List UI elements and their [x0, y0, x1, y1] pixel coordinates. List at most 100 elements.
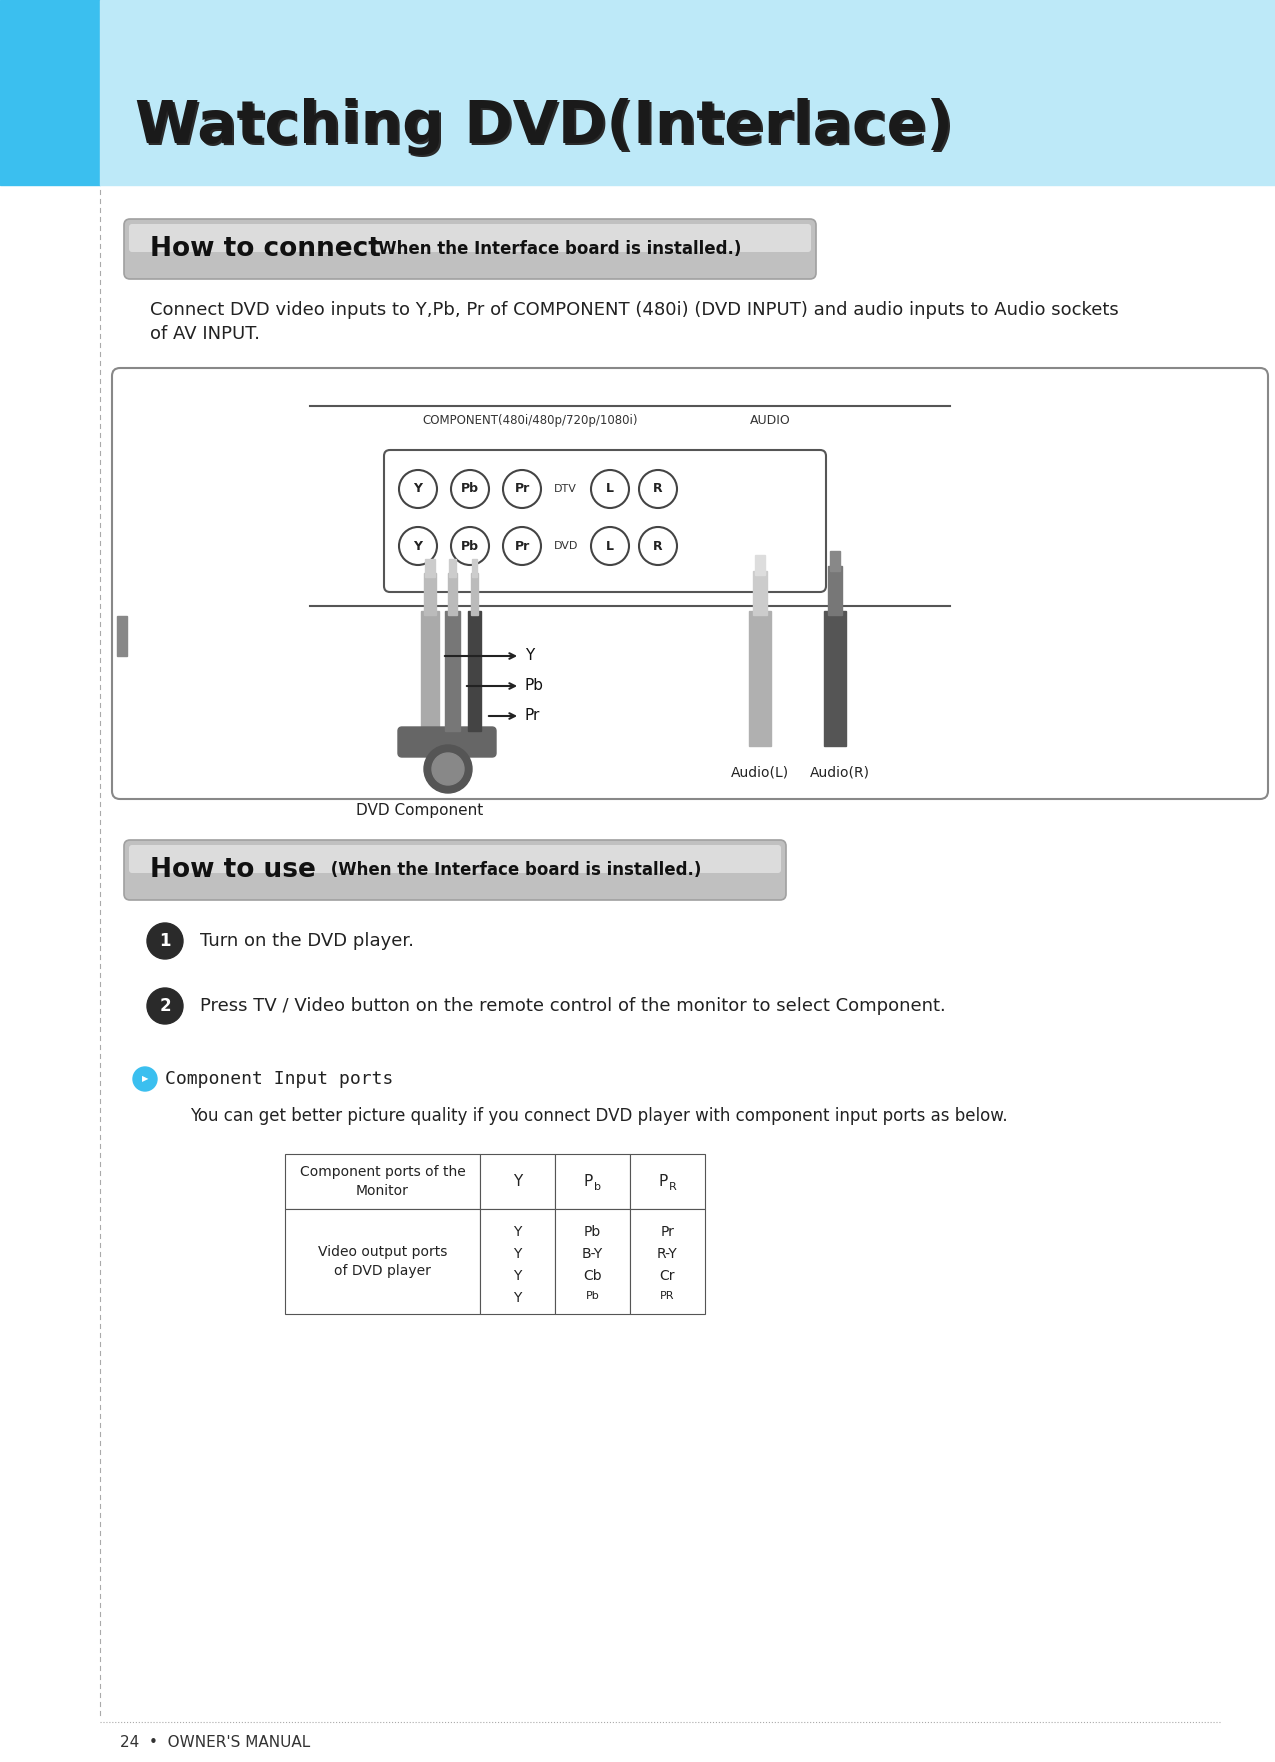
FancyBboxPatch shape — [398, 728, 496, 758]
Circle shape — [504, 470, 541, 507]
Bar — [555, 1154, 630, 1209]
Text: You can get better picture quality if you connect DVD player with component inpu: You can get better picture quality if yo… — [190, 1107, 1007, 1124]
Text: R-Y: R-Y — [657, 1247, 678, 1262]
Text: Pr: Pr — [514, 483, 529, 495]
Text: of AV INPUT.: of AV INPUT. — [150, 324, 260, 344]
Circle shape — [432, 752, 464, 786]
FancyBboxPatch shape — [129, 846, 782, 872]
Text: 24  •  OWNER'S MANUAL: 24 • OWNER'S MANUAL — [120, 1736, 310, 1750]
Text: Pb: Pb — [462, 483, 479, 495]
Circle shape — [147, 988, 184, 1024]
Bar — [479, 1154, 555, 1209]
Circle shape — [451, 470, 490, 507]
Text: b: b — [594, 1182, 601, 1191]
Bar — [755, 555, 765, 574]
Text: Component Input ports: Component Input ports — [164, 1070, 394, 1087]
Text: R: R — [668, 1182, 676, 1191]
Text: PR: PR — [660, 1292, 674, 1300]
Text: R: R — [653, 539, 663, 553]
Circle shape — [451, 527, 490, 566]
Text: Pb: Pb — [462, 539, 479, 553]
Bar — [286, 1154, 479, 1209]
Bar — [754, 571, 768, 615]
Circle shape — [639, 470, 677, 507]
Text: Watching DVD(Interlace): Watching DVD(Interlace) — [135, 99, 952, 155]
Text: Y: Y — [413, 483, 422, 495]
Text: Component ports of the
Monitor: Component ports of the Monitor — [300, 1165, 465, 1198]
Text: DTV: DTV — [555, 485, 576, 493]
Text: Pb: Pb — [584, 1225, 601, 1239]
Bar — [117, 617, 128, 655]
Bar — [421, 611, 439, 731]
Bar — [479, 1209, 555, 1314]
Text: P: P — [584, 1173, 593, 1189]
Text: 1: 1 — [159, 932, 171, 950]
Bar — [472, 559, 477, 576]
Bar — [630, 1154, 705, 1209]
Text: R: R — [653, 483, 663, 495]
FancyBboxPatch shape — [384, 449, 826, 592]
Circle shape — [133, 1068, 157, 1091]
Text: Y: Y — [514, 1292, 521, 1306]
Text: Y: Y — [514, 1247, 521, 1262]
Text: Cb: Cb — [583, 1269, 602, 1283]
Circle shape — [592, 527, 629, 566]
Text: Cr: Cr — [659, 1269, 676, 1283]
Bar — [827, 566, 842, 615]
Text: Y: Y — [514, 1225, 521, 1239]
Text: ▶: ▶ — [142, 1075, 148, 1084]
FancyBboxPatch shape — [124, 218, 816, 278]
Circle shape — [399, 470, 437, 507]
Text: Pb: Pb — [525, 678, 544, 694]
Circle shape — [504, 527, 541, 566]
Bar — [0, 0, 99, 185]
Text: Video output ports
of DVD player: Video output ports of DVD player — [317, 1244, 448, 1277]
Text: Watching DVD(Interlace): Watching DVD(Interlace) — [136, 100, 955, 157]
Circle shape — [399, 527, 437, 566]
Text: Press TV / Video button on the remote control of the monitor to select Component: Press TV / Video button on the remote co… — [200, 997, 946, 1015]
FancyBboxPatch shape — [129, 224, 811, 252]
Text: Turn on the DVD player.: Turn on the DVD player. — [200, 932, 414, 950]
Bar — [448, 573, 456, 615]
Bar — [555, 1209, 630, 1314]
Text: Y: Y — [525, 648, 534, 664]
Text: Connect DVD video inputs to Y,Pb, Pr of COMPONENT (480i) (DVD INPUT) and audio i: Connect DVD video inputs to Y,Pb, Pr of … — [150, 301, 1118, 319]
Text: How to connect: How to connect — [150, 236, 381, 263]
Text: Pr: Pr — [525, 708, 541, 724]
Circle shape — [639, 527, 677, 566]
Bar — [445, 611, 460, 731]
Text: B-Y: B-Y — [581, 1247, 603, 1262]
Text: Pb: Pb — [585, 1292, 599, 1300]
Bar — [286, 1209, 479, 1314]
Bar — [824, 611, 847, 745]
Text: How to use: How to use — [150, 856, 316, 883]
Text: Y: Y — [514, 1269, 521, 1283]
FancyBboxPatch shape — [124, 840, 785, 900]
Text: DVD: DVD — [555, 541, 579, 552]
Text: P: P — [659, 1173, 668, 1189]
Bar — [470, 573, 478, 615]
Bar — [630, 1209, 705, 1314]
Bar — [449, 559, 456, 576]
Text: Pr: Pr — [514, 539, 529, 553]
Text: Audio(R): Audio(R) — [810, 765, 870, 779]
Text: 2: 2 — [159, 997, 171, 1015]
Bar — [468, 611, 481, 731]
Text: (When the Interface board is installed.): (When the Interface board is installed.) — [325, 862, 701, 879]
Text: Audio(L): Audio(L) — [731, 765, 789, 779]
Circle shape — [425, 745, 472, 793]
Text: Y: Y — [413, 539, 422, 553]
Bar — [425, 573, 436, 615]
Bar — [830, 552, 840, 571]
FancyBboxPatch shape — [112, 368, 1269, 798]
Text: COMPONENT(480i/480p/720p/1080i): COMPONENT(480i/480p/720p/1080i) — [422, 414, 638, 426]
Text: Y: Y — [513, 1173, 523, 1189]
Bar — [748, 611, 771, 745]
Text: DVD Component: DVD Component — [357, 803, 483, 818]
Text: Pr: Pr — [660, 1225, 674, 1239]
Text: AUDIO: AUDIO — [750, 414, 790, 426]
Circle shape — [592, 470, 629, 507]
Bar — [425, 559, 435, 576]
Text: L: L — [606, 483, 615, 495]
Bar — [99, 0, 1275, 185]
